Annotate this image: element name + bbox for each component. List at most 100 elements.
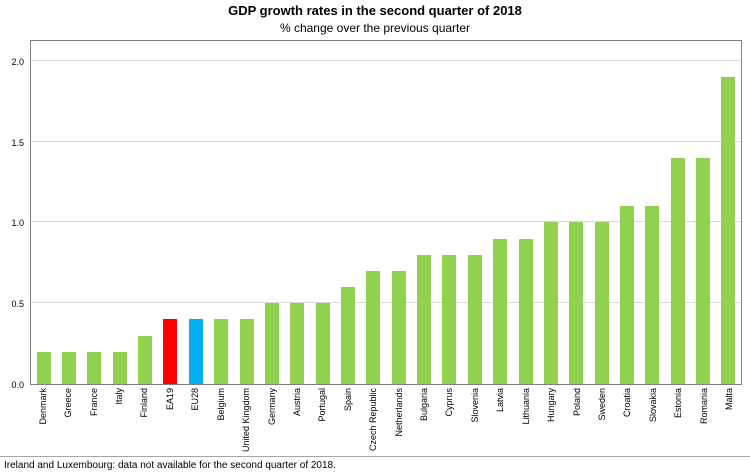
bar-slot (259, 41, 284, 384)
x-label-slot: Slovenia (462, 388, 487, 456)
x-tick-label: Hungary (546, 388, 557, 423)
bar-slot (132, 41, 157, 384)
bar-slot (335, 41, 360, 384)
gridline (31, 221, 741, 222)
bar-portugal (315, 303, 330, 384)
x-tick-label: Lithuania (520, 388, 531, 425)
bar-latvia (493, 239, 508, 384)
x-tick-label: Romania (698, 388, 709, 425)
bar-sweden (594, 222, 609, 384)
x-tick-label: Bulgaria (419, 388, 430, 422)
gridline (31, 141, 741, 142)
x-tick-label: Sweden (596, 388, 607, 421)
bar-slot (158, 41, 183, 384)
bar-slot (437, 41, 462, 384)
x-label-slot: Estonia (666, 388, 691, 456)
bar-slot (589, 41, 614, 384)
bar-slot (716, 41, 741, 384)
x-label-slot: Czech Republic (360, 388, 385, 456)
x-label-slot: Cyprus (437, 388, 462, 456)
x-tick-label: Czech Republic (368, 388, 379, 452)
x-label-slot: Slovakia (640, 388, 665, 456)
y-axis: 0.0 0.5 1.0 1.5 2.0 (0, 40, 27, 390)
x-label-slot: Romania (691, 388, 716, 456)
bar-cyprus (442, 255, 457, 384)
bar-slot (640, 41, 665, 384)
bar-slot (462, 41, 487, 384)
y-tick-label: 1.0 (11, 218, 24, 228)
x-tick-label: Cyprus (444, 388, 455, 417)
bar-slot (564, 41, 589, 384)
bar-slot (31, 41, 56, 384)
x-label-slot: EU28 (183, 388, 208, 456)
bar-slot (285, 41, 310, 384)
bar-united-kingdom (239, 319, 254, 384)
x-tick-label: Slovenia (469, 388, 480, 423)
x-tick-label: United Kingdom (241, 388, 252, 453)
x-label-slot: Hungary (538, 388, 563, 456)
x-label-slot: Malta (716, 388, 741, 456)
bar-slot (487, 41, 512, 384)
x-label-slot: Spain (335, 388, 360, 456)
bar-croatia (619, 206, 634, 384)
bar-slovakia (645, 206, 660, 384)
x-tick-label: Poland (571, 388, 582, 417)
x-label-slot: EA19 (157, 388, 182, 456)
x-label-slot: Netherlands (386, 388, 411, 456)
bar-finland (138, 336, 153, 384)
bar-slot (234, 41, 259, 384)
x-tick-label: Portugal (317, 388, 328, 422)
x-tick-label: Slovakia (647, 388, 658, 423)
bar-netherlands (391, 271, 406, 384)
x-label-slot: Germany (259, 388, 284, 456)
chart-subtitle: % change over the previous quarter (279, 21, 471, 35)
bar-slot (107, 41, 132, 384)
bars-layer (31, 41, 741, 384)
x-tick-label: Spain (342, 388, 353, 412)
x-tick-label: Italy (113, 388, 124, 405)
x-tick-label: Finland (139, 388, 150, 418)
x-label-slot: France (81, 388, 106, 456)
bar-slot (209, 41, 234, 384)
x-tick-label: Austria (291, 388, 302, 417)
bar-slot (411, 41, 436, 384)
x-axis-labels: Denmark Greece France Italy Finland EA19 EU28 B… (30, 388, 742, 456)
bar-slot (513, 41, 538, 384)
x-tick-label: Estonia (673, 388, 684, 419)
bar-austria (290, 303, 305, 384)
gridline (31, 60, 741, 61)
y-tick-label: 0.5 (11, 299, 24, 309)
x-tick-label: Denmark (37, 388, 48, 425)
x-label-slot: Italy (106, 388, 131, 456)
x-tick-label: France (88, 388, 99, 417)
x-label-slot: Poland (564, 388, 589, 456)
bar-slot (310, 41, 335, 384)
x-label-slot: Austria (284, 388, 309, 456)
bar-slot (538, 41, 563, 384)
y-tick-label: 1.5 (11, 138, 24, 148)
bar-czech-republic (366, 271, 381, 384)
bar-slot (614, 41, 639, 384)
bar-germany (264, 303, 279, 384)
bar-slot (82, 41, 107, 384)
x-label-slot: Croatia (615, 388, 640, 456)
x-label-slot: Sweden (589, 388, 614, 456)
chart-title: GDP growth rates in the second quarter o… (228, 3, 522, 18)
bar-greece (62, 352, 77, 384)
footnote: Ireland and Luxembourg: data not availab… (4, 460, 336, 471)
x-label-slot: Latvia (488, 388, 513, 456)
x-label-slot: Belgium (208, 388, 233, 456)
bar-france (87, 352, 102, 384)
x-tick-label: EA19 (164, 388, 175, 411)
bar-bulgaria (417, 255, 432, 384)
bar-denmark (36, 352, 51, 384)
bar-slot (665, 41, 690, 384)
bar-eu28 (188, 319, 203, 384)
bar-slot (183, 41, 208, 384)
x-label-slot: Denmark (30, 388, 55, 456)
x-tick-label: Greece (63, 388, 74, 418)
plot-area (30, 40, 742, 385)
x-tick-label: EU28 (190, 388, 201, 411)
x-label-slot: Greece (55, 388, 80, 456)
